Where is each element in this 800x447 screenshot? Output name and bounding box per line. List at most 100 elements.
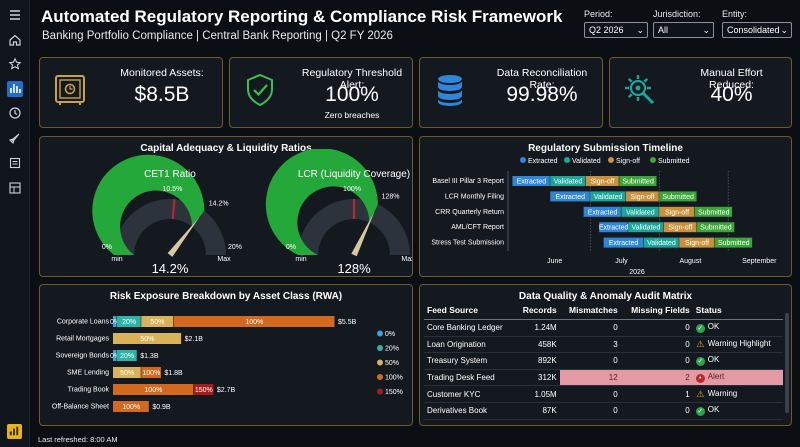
entity-select[interactable]: Consolidated ⌄ — [722, 22, 792, 38]
table-cell: 3 — [559, 336, 621, 354]
kpi-value: 100% — [325, 83, 379, 106]
bar-segment-label: 0% — [110, 353, 120, 360]
timeline-bar — [659, 206, 695, 217]
timeline-bar — [694, 206, 733, 217]
timeline-bar-label: Submitted — [700, 225, 732, 232]
last-refreshed: Last refreshed: 8:00 AM — [38, 435, 118, 444]
star-icon[interactable] — [7, 57, 23, 73]
gauge-max-label: Max — [401, 256, 412, 263]
timeline-bar — [599, 222, 628, 233]
timeline-bar — [625, 191, 659, 202]
legend-label: Validated — [572, 158, 601, 165]
timeline-bar-label: Validated — [554, 179, 583, 186]
legend-label: Extracted — [528, 158, 558, 165]
gear-icon — [625, 75, 655, 105]
jurisdiction-select[interactable]: All ⌄ — [653, 22, 714, 38]
bar-total-label: $1.3B — [140, 353, 159, 360]
table-row[interactable]: Treasury System 892K 0 0 ✓ OK — [424, 352, 783, 370]
timeline-row-label: Stress Test Submission — [431, 240, 504, 247]
column-header[interactable]: Records — [515, 301, 560, 320]
report-icon[interactable] — [7, 81, 23, 97]
workspace-icon[interactable] — [7, 181, 23, 197]
kpi-card-monitored-assets: Monitored Assets: $8.5B — [39, 57, 223, 128]
table-row[interactable]: Customer KYC 1.05M 0 1 ⚠ Warning — [424, 385, 783, 403]
bar-segment-label: 20% — [122, 319, 136, 326]
timeline-bar — [512, 176, 550, 186]
bar-segment-label: 50% — [140, 336, 154, 343]
alert-icon: • — [695, 374, 705, 384]
table-cell: 0 — [559, 319, 621, 337]
month-label: September — [742, 258, 777, 265]
period-select[interactable]: Q2 2026 ⌄ — [584, 22, 648, 38]
table-cell: 0 — [559, 385, 621, 403]
legend-label: 50% — [385, 360, 399, 367]
legend-label: 100% — [385, 375, 403, 382]
jurisdiction-filter: Jurisdiction: All ⌄ — [653, 9, 714, 38]
table-row[interactable]: Core Banking Ledger 1.24M 0 0 ✓ OK — [424, 319, 783, 337]
capital-ratios-card: Capital Adequacy & Liquidity Ratios CET1… — [39, 136, 413, 277]
column-header[interactable]: Missing Fields — [620, 301, 693, 320]
gauge-start-label: 0% — [286, 244, 296, 251]
timeline-row-label: LCR Monthly Filing — [445, 193, 504, 200]
bar-segment-label: 100% — [142, 370, 160, 377]
timeline-bar-label: Extracted — [517, 179, 547, 186]
timeline-bar-label: Submitted — [622, 179, 654, 186]
kpi-value: 99.98% — [506, 83, 578, 106]
bar-segment — [173, 316, 335, 327]
menu-icon[interactable] — [7, 8, 23, 24]
table-cell: 1 — [620, 385, 693, 403]
gauge-0: CET1 Ratio 0% 20% min Max 10.5% 14.2% 14.2% — [92, 154, 242, 276]
status-cell: ✓ OK — [692, 319, 783, 337]
chevron-down-icon: ⌄ — [702, 25, 710, 35]
table-scrollbar[interactable] — [785, 313, 789, 413]
table-cell: 1.24M — [515, 319, 560, 337]
submission-timeline-card: Regulatory Submission Timeline Extracted… — [419, 136, 792, 277]
bar-total-label: $1.8B — [164, 370, 183, 377]
gauge-name: CET1 Ratio — [144, 169, 196, 180]
gauge-target-label: 10.5% — [162, 186, 182, 193]
month-label: July — [615, 258, 628, 265]
kpi-label: Monitored Assets: — [120, 67, 204, 79]
bar-segment-label: 0% — [110, 319, 120, 326]
audit-table: Feed Source Records Mismatches Missing F… — [424, 301, 783, 420]
timeline-bar-label: Submitted — [662, 194, 694, 201]
timeline-bar — [659, 191, 697, 202]
timeline-row-label: Basel III Pillar 3 Report — [432, 178, 504, 185]
kpi-label: Data Reconciliation Rate: — [496, 67, 588, 91]
timeline-bar — [663, 222, 697, 233]
status-label: Warning — [707, 389, 738, 399]
bar-segment-label: 100% — [144, 387, 162, 394]
column-header[interactable]: Status — [692, 301, 783, 320]
check-circle-icon: ✓ — [695, 324, 705, 334]
audit-matrix-card: Data Quality & Anomaly Audit Matrix Feed… — [419, 284, 792, 426]
rocket-icon[interactable] — [7, 131, 23, 147]
learn-icon[interactable] — [7, 156, 23, 172]
legend-marker — [608, 157, 614, 163]
month-label: June — [547, 258, 562, 265]
select-value: Consolidated — [727, 25, 780, 35]
table-row[interactable]: Trading Desk Feed 312K 12 2 • Alert — [424, 369, 783, 387]
column-header[interactable]: Mismatches — [559, 301, 621, 320]
home-icon[interactable] — [7, 33, 23, 49]
status-cell: • Alert — [692, 369, 783, 387]
timeline-bar-label: Extracted — [555, 194, 585, 201]
status-label: OK — [707, 405, 720, 415]
kpi-subtext: Zero breaches — [324, 110, 380, 120]
bar-segment-label: 50% — [150, 319, 164, 326]
column-header[interactable]: Feed Source — [424, 301, 516, 320]
bar-segment — [117, 316, 141, 327]
legend-marker — [377, 330, 383, 337]
table-cell: Derivatives Book — [424, 402, 516, 420]
table-row[interactable]: Loan Origination 458K 3 0 ⚠ Warning Highlight — [424, 336, 783, 354]
table-cell: 0 — [620, 336, 693, 354]
filter-label: Entity: — [722, 9, 748, 19]
timeline-chart-area: Extracted Validated Sign-off SubmittedBasel… — [431, 157, 777, 276]
bar-segment — [141, 316, 174, 327]
card-title: Risk Exposure Breakdown by Asset Class (… — [109, 291, 343, 302]
timeline-bar — [628, 222, 664, 233]
legend-marker — [650, 157, 656, 163]
timeline-bar — [714, 237, 753, 248]
clock-icon[interactable] — [7, 106, 23, 122]
table-row[interactable]: Derivatives Book 87K 0 0 ✓ OK — [424, 402, 783, 420]
